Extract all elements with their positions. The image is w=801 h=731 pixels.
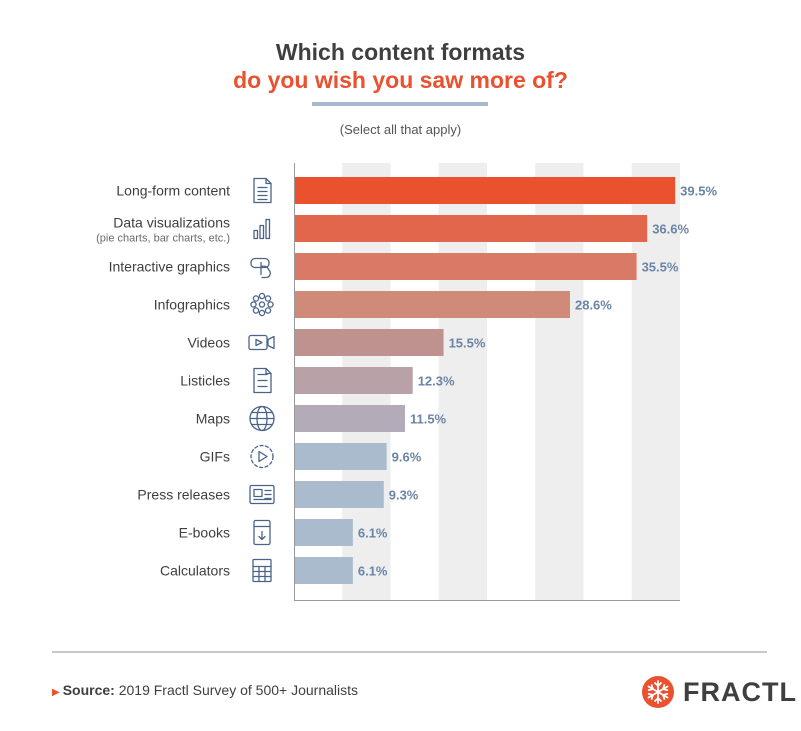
bar xyxy=(294,405,405,432)
network-icon xyxy=(250,292,274,317)
brand-logo: FRACTL xyxy=(641,675,797,709)
category-label: Long-form content xyxy=(116,183,230,199)
data-label: 28.6% xyxy=(575,298,612,313)
gif-play-icon xyxy=(250,444,274,469)
category-label: Calculators xyxy=(160,563,230,579)
globe-icon xyxy=(249,405,275,432)
category-note: (pie charts, bar charts, etc.) xyxy=(96,233,230,245)
bar xyxy=(294,177,676,204)
category-label: Press releases xyxy=(137,487,230,503)
data-label: 39.5% xyxy=(680,184,717,199)
list-icon xyxy=(253,367,272,394)
bar xyxy=(294,329,444,356)
bar xyxy=(294,367,413,394)
chart-title-line1: Which content formats xyxy=(275,39,526,65)
data-label: 15.5% xyxy=(449,336,486,351)
bar xyxy=(294,557,353,584)
category-label: Listicles xyxy=(180,373,230,389)
data-label: 9.3% xyxy=(389,488,419,503)
category-label: Infographics xyxy=(154,297,230,313)
category-label: E-books xyxy=(179,525,230,541)
source-arrow-icon: ▶ xyxy=(52,687,60,698)
data-label: 6.1% xyxy=(358,564,388,579)
chart-title-line2: do you wish you saw more of? xyxy=(233,67,568,93)
calculator-icon xyxy=(252,558,272,583)
bar xyxy=(294,519,353,546)
bar xyxy=(294,443,387,470)
data-label: 11.5% xyxy=(410,412,447,427)
bar xyxy=(294,481,384,508)
fractl-snowflake-icon xyxy=(642,676,674,708)
data-label: 35.5% xyxy=(642,260,679,275)
brand-name: FRACTL xyxy=(683,676,797,707)
source-text: 2019 Fractl Survey of 500+ Journalists xyxy=(118,682,359,698)
touch-icon xyxy=(250,257,271,279)
bar-chart-icon xyxy=(253,218,271,240)
source-note: ▶ Source: 2019 Fractl Survey of 500+ Jour… xyxy=(52,682,358,698)
bar-chart: 39.5% Long-form content 36.6% Data visualiz… xyxy=(96,163,717,601)
category-label: Maps xyxy=(196,411,230,427)
title-underline xyxy=(312,102,488,106)
bar xyxy=(294,253,637,280)
data-label: 36.6% xyxy=(652,222,689,237)
source-label: Source: xyxy=(62,682,115,698)
bar xyxy=(294,215,648,242)
ebook-icon xyxy=(253,519,271,546)
document-icon xyxy=(253,177,272,204)
data-label: 6.1% xyxy=(358,526,388,541)
data-label: 9.6% xyxy=(392,450,422,465)
chart-subtitle: (Select all that apply) xyxy=(339,122,462,137)
data-label: 12.3% xyxy=(418,374,455,389)
video-icon xyxy=(248,334,275,351)
footer-divider xyxy=(52,651,767,653)
category-label: Interactive graphics xyxy=(109,259,230,275)
category-label: GIFs xyxy=(200,449,230,465)
category-label: Videos xyxy=(187,335,230,351)
category-label: Data visualizations xyxy=(113,215,230,231)
bar xyxy=(294,291,570,318)
newspaper-icon xyxy=(249,484,275,505)
